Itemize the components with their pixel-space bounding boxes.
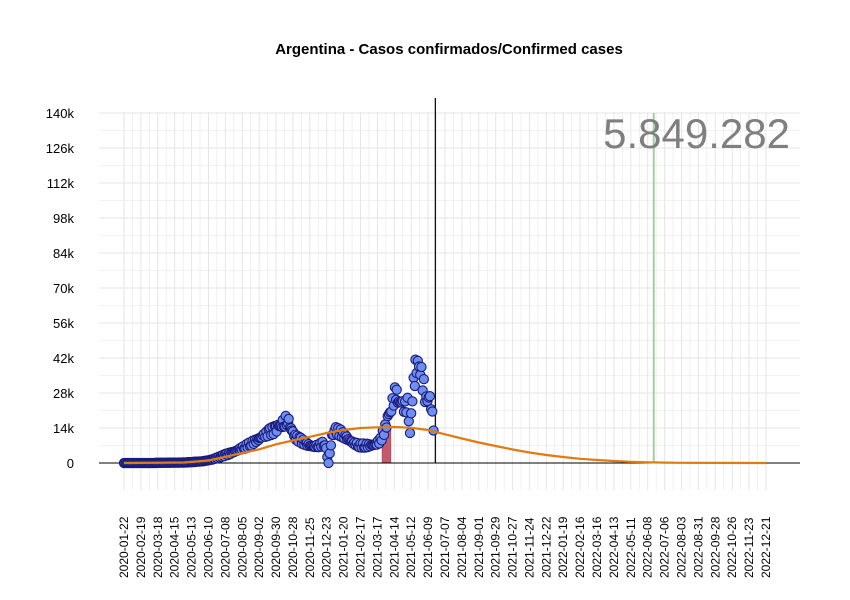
x-tick-label: 2022-11-23 — [742, 517, 756, 578]
x-tick-label: 2021-01-20 — [337, 516, 351, 578]
total-cases-annotation: 5.849.282 — [603, 110, 790, 157]
x-tick-labels: 2020-01-22 2020-02-19 2020-03-18 2020-04-15… — [117, 516, 773, 578]
x-tick-label: 2020-06-10 — [201, 516, 215, 578]
y-tick-label: 112k — [47, 176, 75, 191]
x-tick-label: 2022-09-28 — [708, 516, 722, 578]
x-tick-label: 2020-04-15 — [168, 516, 182, 578]
chart-title: Argentina - Casos confirmados/Confirmed … — [275, 41, 623, 58]
data-point — [404, 427, 416, 439]
x-tick-label: 2021-08-04 — [455, 516, 469, 578]
data-point — [283, 413, 294, 425]
x-tick-label: 2022-06-08 — [641, 516, 655, 578]
x-tick-label: 2022-02-16 — [573, 516, 587, 578]
x-tick-label: 2020-03-18 — [151, 516, 165, 578]
x-tick-label: 2022-10-26 — [725, 516, 739, 578]
x-tick-label: 2022-12-21 — [759, 516, 773, 578]
y-tick-label: 70k — [53, 281, 74, 296]
x-tick-label: 2021-07-07 — [438, 516, 452, 578]
x-tick-label: 2020-11-25 — [303, 517, 317, 578]
x-tick-label: 2021-06-09 — [421, 516, 435, 578]
data-point — [418, 374, 430, 385]
trend-curve-group — [123, 425, 767, 465]
y-tick-label: 0 — [67, 456, 74, 471]
x-tick-label: 2022-07-06 — [658, 516, 672, 578]
data-point — [391, 384, 402, 395]
data-point — [416, 361, 427, 373]
data-point — [323, 457, 334, 469]
y-tick-label: 56k — [53, 316, 74, 331]
x-tick-label: 2020-10-28 — [286, 516, 300, 578]
x-tick-label: 2021-03-17 — [370, 516, 384, 578]
y-tick-label: 14k — [53, 421, 74, 436]
x-tick-label: 2021-12-22 — [539, 516, 553, 578]
y-tick-label: 28k — [53, 386, 74, 401]
data-point — [424, 391, 436, 402]
x-tick-label: 2020-07-08 — [218, 516, 232, 578]
x-tick-label: 2020-09-30 — [269, 516, 283, 578]
x-tick-label: 2021-11-24 — [522, 517, 536, 578]
x-tick-label: 2022-04-13 — [607, 516, 621, 578]
x-tick-label: 2021-02-17 — [354, 516, 368, 578]
data-point — [406, 408, 417, 419]
x-tick-label: 2020-01-22 — [117, 516, 131, 578]
x-tick-label: 2021-09-29 — [489, 516, 503, 578]
data-point — [325, 440, 337, 451]
x-tick-label: 2022-03-16 — [590, 516, 604, 578]
x-tick-label: 2020-02-19 — [134, 516, 148, 578]
trend-curve — [123, 425, 767, 465]
y-tick-label: 126k — [46, 141, 75, 156]
y-tick-labels: 0 14k 28k 42k 56k 70k 84k 98k 112k 126k 140k — [46, 106, 75, 471]
x-tick-label: 2021-09-01 — [472, 516, 486, 578]
x-tick-label: 2020-08-05 — [235, 516, 249, 578]
x-tick-label: 2022-08-31 — [691, 516, 705, 578]
y-tick-label: 84k — [53, 246, 74, 261]
y-tick-label: 42k — [53, 351, 74, 366]
x-tick-label: 2022-01-19 — [556, 516, 570, 578]
x-tick-label: 2020-12-23 — [320, 516, 334, 578]
x-tick-label: 2022-05-11 — [624, 517, 638, 578]
data-point — [427, 406, 438, 417]
data-point — [409, 380, 420, 392]
data-point — [407, 396, 418, 407]
y-tick-label: 98k — [53, 211, 74, 226]
x-tick-label: 2021-04-14 — [387, 516, 401, 578]
y-tick-label: 140k — [46, 106, 75, 121]
x-tick-label: 2021-05-12 — [404, 516, 418, 578]
x-tick-label: 2022-08-03 — [674, 516, 688, 578]
x-tick-label: 2020-05-13 — [185, 516, 199, 578]
x-tick-label: 2020-09-02 — [252, 516, 266, 578]
x-tick-label: 2021-10-27 — [506, 516, 520, 578]
y-gridlines — [99, 112, 800, 464]
